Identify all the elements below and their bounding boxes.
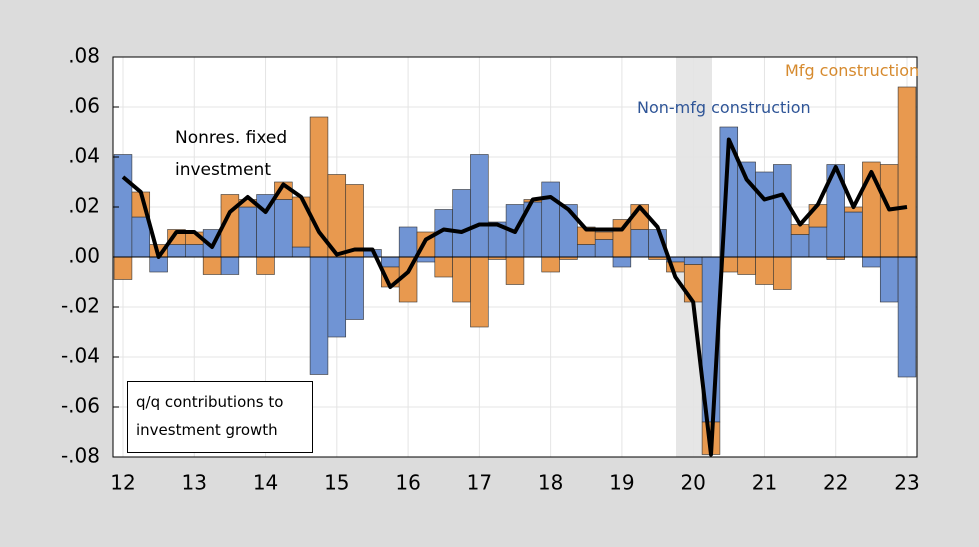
bar	[274, 199, 293, 258]
note-box: q/q contributions to investment growth	[127, 381, 313, 453]
y-tick-label: .04	[68, 144, 100, 168]
bar	[256, 256, 275, 275]
bar	[630, 229, 649, 258]
x-tick-label: 23	[894, 471, 919, 495]
bar	[238, 206, 257, 258]
bar	[683, 256, 703, 265]
x-tick-label: 13	[182, 471, 207, 495]
bar	[470, 154, 489, 258]
x-tick-label: 14	[253, 471, 278, 495]
bar	[808, 226, 828, 258]
bar	[862, 256, 881, 268]
bar	[434, 256, 453, 278]
bar	[113, 256, 133, 280]
bar	[381, 256, 400, 268]
bar	[345, 256, 364, 320]
y-tick-label: .00	[68, 244, 100, 268]
y-tick-label: .06	[68, 94, 100, 118]
bar	[309, 256, 329, 375]
bar	[452, 189, 471, 258]
x-tick-label: 15	[324, 471, 349, 495]
bar	[220, 256, 240, 275]
mfg-label: Mfg construction	[785, 61, 920, 80]
bar	[398, 226, 418, 258]
bar	[113, 154, 133, 258]
x-tick-label: 22	[823, 471, 848, 495]
bar	[167, 244, 186, 258]
line	[121, 137, 908, 457]
bar	[345, 184, 364, 258]
bar	[327, 256, 347, 338]
bar	[755, 256, 774, 285]
bar	[897, 86, 917, 258]
x-tick-label: 21	[752, 471, 777, 495]
bar	[879, 256, 899, 303]
bar	[612, 256, 632, 268]
bar	[291, 246, 311, 258]
bar	[185, 244, 204, 258]
x-tick-label: 19	[609, 471, 634, 495]
y-tick-label: .08	[68, 44, 100, 68]
bar	[808, 204, 828, 228]
bar	[416, 256, 436, 263]
bar	[541, 181, 560, 258]
x-tick-label: 16	[395, 471, 420, 495]
bar	[291, 196, 311, 248]
x-tick-label: 12	[110, 471, 135, 495]
bar	[773, 256, 792, 290]
bar	[897, 256, 917, 378]
bar	[577, 244, 596, 258]
bar	[202, 256, 222, 275]
bar	[773, 164, 792, 258]
line-label: Nonres. fixed investment	[175, 128, 288, 180]
x-tick-label: 18	[538, 471, 563, 495]
bar	[594, 239, 614, 258]
bar	[309, 116, 329, 258]
y-tick-label: -.08	[61, 444, 100, 468]
bar	[470, 256, 489, 328]
bar	[131, 216, 151, 258]
y-tick-label: -.04	[61, 344, 100, 368]
bar	[505, 256, 525, 285]
bar	[737, 256, 756, 275]
bar	[612, 219, 632, 258]
x-tick-label: 17	[467, 471, 492, 495]
bar	[149, 256, 168, 273]
bar	[541, 256, 560, 273]
bar	[844, 211, 863, 258]
y-tick-label: -.06	[61, 394, 100, 418]
bar	[755, 171, 774, 258]
bar	[452, 256, 471, 303]
nonmfg-label: Non-mfg construction	[637, 98, 811, 117]
x-tick-label: 20	[680, 471, 705, 495]
bar	[594, 231, 614, 240]
y-tick-label: .02	[68, 194, 100, 218]
y-tick-label: -.02	[61, 294, 100, 318]
bar	[790, 234, 810, 258]
